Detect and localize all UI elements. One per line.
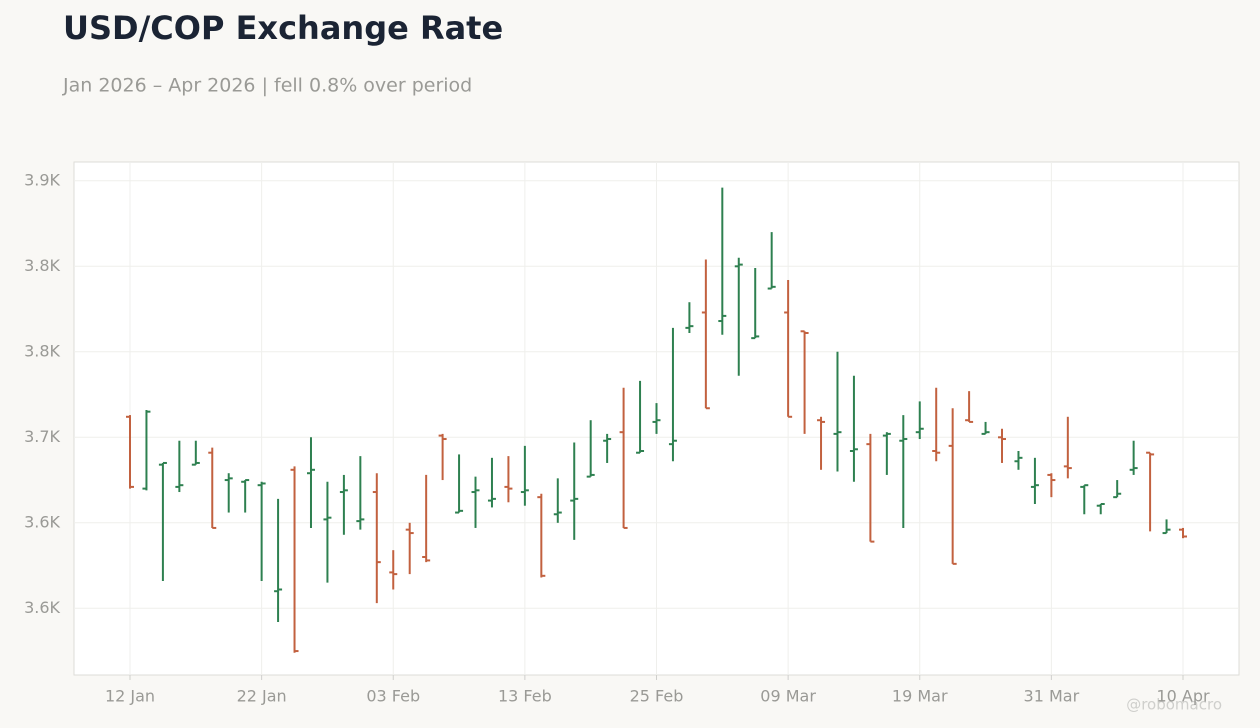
x-tick-label: 22 Jan <box>237 687 287 706</box>
chart-title: USD/COP Exchange Rate <box>63 9 503 47</box>
watermark: @robomacro <box>1126 696 1222 714</box>
x-tick-label: 19 Mar <box>892 687 948 706</box>
y-tick-label: 3.8K <box>24 341 60 360</box>
y-tick-label: 3.9K <box>24 170 60 189</box>
x-tick-label: 31 Mar <box>1024 687 1080 706</box>
y-tick-label: 3.7K <box>24 427 60 446</box>
y-tick-label: 3.6K <box>24 512 60 531</box>
y-tick-label: 3.8K <box>24 256 60 275</box>
y-tick-label: 3.6K <box>24 598 60 617</box>
x-tick-label: 13 Feb <box>498 687 552 706</box>
x-tick-label: 10 Apr <box>1156 687 1210 706</box>
x-tick-label: 25 Feb <box>630 687 684 706</box>
x-tick-label: 09 Mar <box>760 687 816 706</box>
chart-subtitle: Jan 2026 – Apr 2026 | fell 0.8% over per… <box>62 75 472 97</box>
x-tick-label: 12 Jan <box>105 687 155 706</box>
x-tick-label: 03 Feb <box>366 687 420 706</box>
